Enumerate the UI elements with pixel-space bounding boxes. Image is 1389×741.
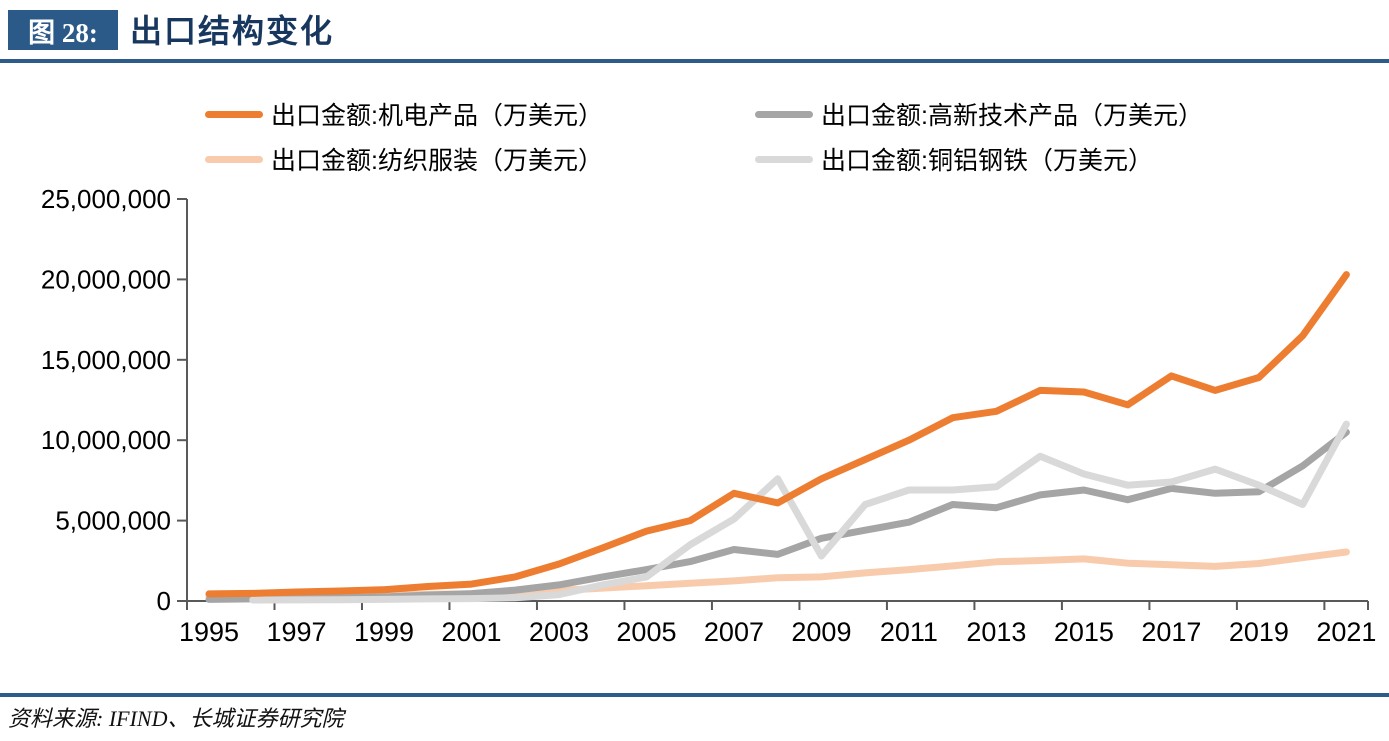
x-axis-tick-label: 2003 [529,617,589,647]
legend-swatch-fangzhi [205,155,263,163]
x-axis-tick-label: 2015 [1054,617,1114,647]
legend-label-jidian: 出口金额:机电产品（万美元） [271,102,603,130]
header-rule [0,59,1389,63]
x-axis-tick-label: 1995 [179,617,239,647]
x-axis-tick-label: 2017 [1141,617,1201,647]
chart-legend: 出口金额:机电产品（万美元） 出口金额:高新技术产品（万美元） 出口金额:纺织服装（… [205,98,1203,175]
y-axis-tick-label: 15,000,000 [41,345,171,375]
x-axis-tick-label: 1999 [354,617,414,647]
x-axis-tick-label: 2007 [704,617,764,647]
legend-item-fangzhi: 出口金额:纺织服装（万美元） [205,143,755,175]
legend-swatch-tonglvgangtie [755,155,813,163]
legend-item-tonglvgangtie: 出口金额:铜铝钢铁（万美元） [755,143,1203,175]
legend-swatch-jidian [205,110,263,118]
x-axis-tick-label: 2001 [441,617,501,647]
legend-label-gaoxin: 出口金额:高新技术产品（万美元） [821,102,1203,130]
x-axis-tick-label: 2009 [791,617,851,647]
y-axis-tick-label: 25,000,000 [41,184,171,214]
legend-item-jidian: 出口金额:机电产品（万美元） [205,98,755,130]
x-axis-tick-label: 1997 [266,617,326,647]
x-axis-tick-label: 2019 [1229,617,1289,647]
y-axis-tick-label: 5,000,000 [55,506,171,536]
y-axis-tick-label: 0 [157,586,171,616]
series-line-jidian [205,271,1350,598]
series-line-tonglvgangtie [249,420,1350,604]
y-axis-tick-label: 10,000,000 [41,425,171,455]
y-axis-tick-label: 20,000,000 [41,264,171,294]
legend-label-fangzhi: 出口金额:纺织服装（万美元） [271,147,603,175]
legend-label-tonglvgangtie: 出口金额:铜铝钢铁（万美元） [821,147,1153,175]
legend-item-gaoxin: 出口金额:高新技术产品（万美元） [755,98,1203,130]
figure-number-badge: 图 28: [8,10,118,50]
figure-number-label: 图 28: [28,17,98,48]
source-text: 资料来源: IFIND、长城证券研究院 [8,706,344,731]
x-axis-tick-label: 2005 [616,617,676,647]
x-axis-tick-label: 2013 [966,617,1026,647]
figure-title: 出口结构变化 [130,13,335,49]
legend-swatch-gaoxin [755,110,813,118]
x-axis-tick-label: 2021 [1316,617,1376,647]
footer-rule [0,693,1389,697]
x-axis-tick-label: 2011 [880,617,938,647]
